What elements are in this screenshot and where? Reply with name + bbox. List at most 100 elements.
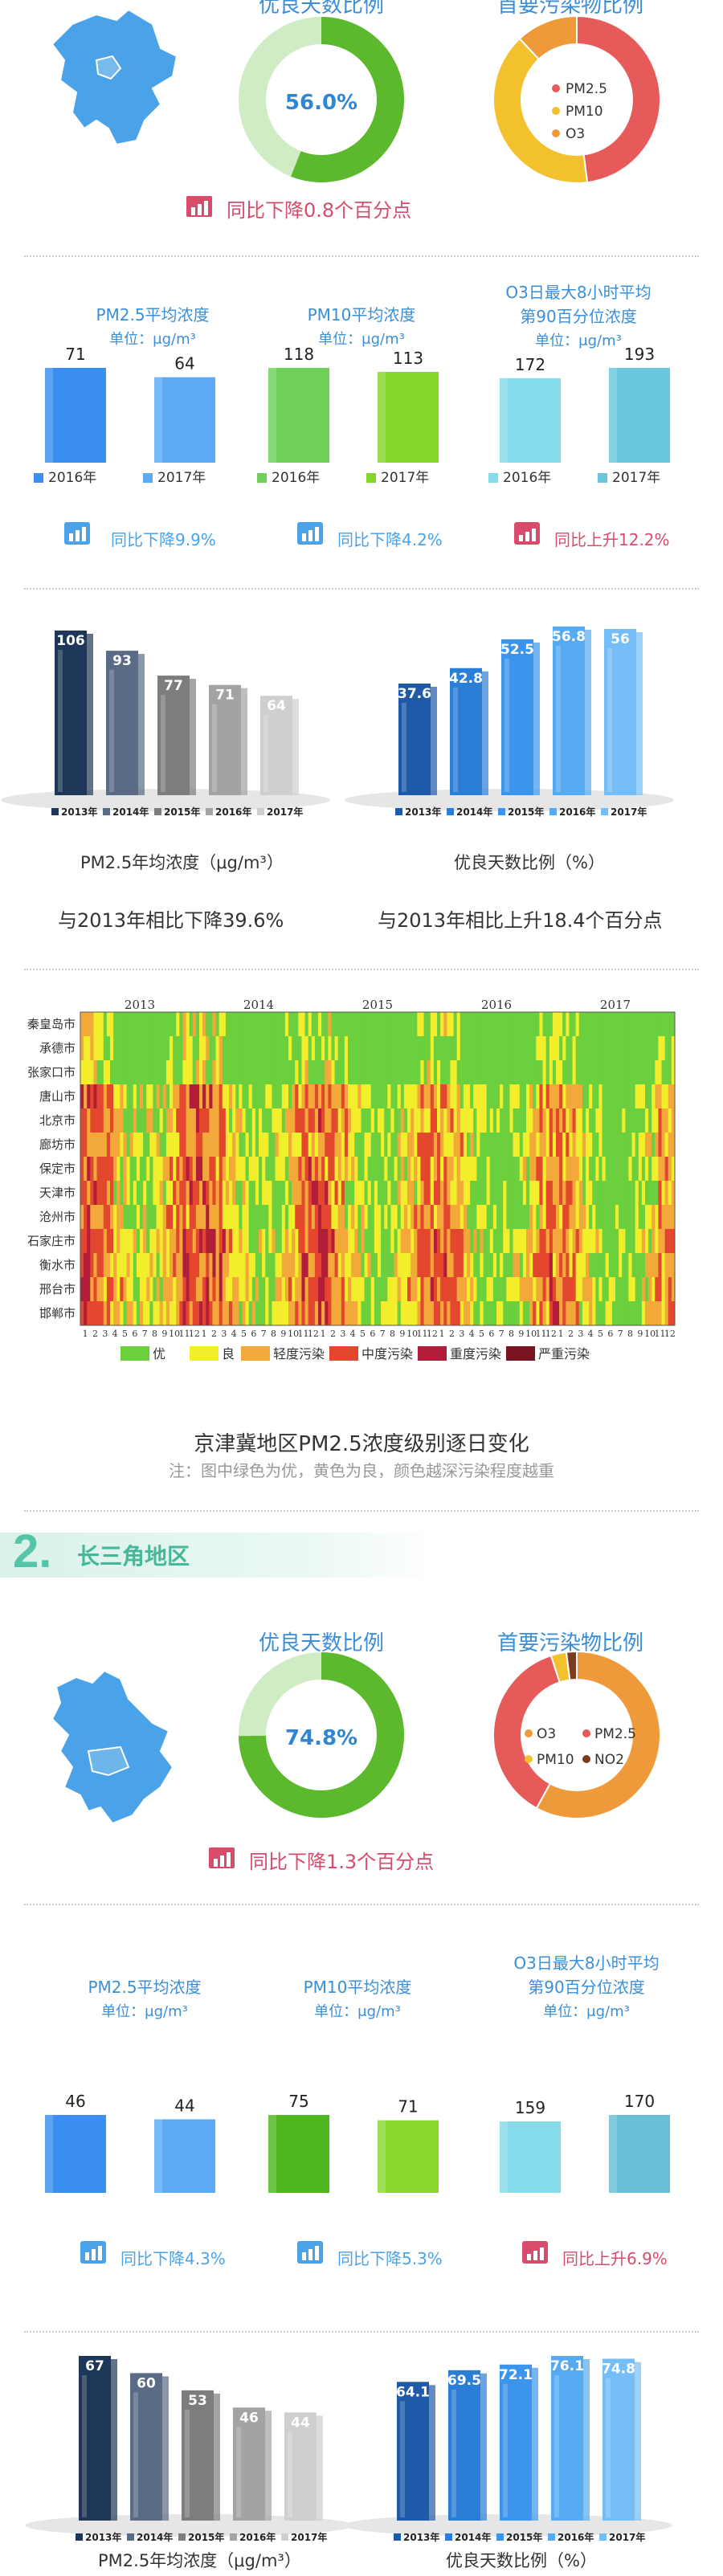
heatmap-cell: [272, 1229, 276, 1253]
heatmap-cell: [354, 1084, 358, 1108]
heatmap-month-label: 3: [578, 1329, 583, 1339]
heatmap-cell: [460, 1229, 464, 1253]
trend-label-box: [285, 2414, 316, 2432]
heatmap-city-label: 石家庄市: [27, 1234, 76, 1248]
heatmap-month-label: 6: [132, 1329, 137, 1339]
heatmap-cell: [578, 1181, 583, 1205]
kpi-bar-value: 193: [624, 345, 655, 364]
heatmap-cell: [586, 1229, 590, 1253]
heatmap-cell: [308, 1229, 312, 1253]
heatmap-cell: [470, 1084, 474, 1108]
heatmap-cell: [545, 1157, 550, 1181]
heatmap-cell: [206, 1229, 210, 1253]
kpi-bar: [45, 368, 106, 463]
heatmap-cell: [403, 1277, 408, 1301]
heatmap-cell: [143, 1108, 147, 1133]
heatmap-month-label: 9: [637, 1329, 643, 1339]
heatmap-cell: [403, 1060, 408, 1084]
heatmap-cell: [440, 1108, 444, 1133]
heatmap-cell: [100, 1301, 104, 1325]
heatmap-cell: [195, 1157, 200, 1181]
heatmap-cell: [176, 1036, 180, 1060]
heatmap-cell: [311, 1036, 316, 1060]
heatmap-cell: [562, 1108, 566, 1133]
heatmap-cell: [595, 1301, 599, 1325]
heatmap-cell: [486, 1133, 491, 1157]
heatmap-cell: [496, 1060, 500, 1084]
heatmap-cell: [242, 1253, 246, 1277]
heatmap-cell: [658, 1036, 662, 1060]
heatmap-cell: [149, 1205, 153, 1229]
kpi-bar: [268, 368, 329, 463]
heatmap-cell: [367, 1084, 372, 1108]
heatmap-cell: [304, 1277, 309, 1301]
heatmap-cell: [417, 1060, 421, 1084]
heatmap-cell: [351, 1205, 355, 1229]
heatmap-cell: [549, 1181, 553, 1205]
heatmap-cell: [496, 1181, 500, 1205]
heatmap-cell: [516, 1060, 521, 1084]
heatmap-cell: [595, 1253, 599, 1277]
heatmap-cell: [123, 1036, 127, 1060]
heatmap-cell: [403, 1012, 408, 1036]
heatmap-cell: [153, 1277, 157, 1301]
heatmap-cell: [357, 1036, 362, 1060]
heatmap-month-label: 3: [459, 1329, 464, 1339]
heatmap-cell: [381, 1157, 385, 1181]
heatmap-cell: [301, 1301, 305, 1325]
heatmap-cell: [433, 1229, 438, 1253]
heatmap-cell: [259, 1084, 263, 1108]
heatmap-cell: [503, 1133, 507, 1157]
heatmap-cell: [222, 1229, 227, 1253]
heatmap-month-label: 11: [298, 1329, 309, 1339]
heatmap-cell: [136, 1036, 141, 1060]
heatmap-cell: [245, 1277, 250, 1301]
heatmap-cell: [394, 1133, 398, 1157]
heatmap-cell: [602, 1205, 607, 1229]
heatmap-cell: [470, 1133, 474, 1157]
heatmap-cell: [308, 1133, 312, 1157]
heatmap-cell: [615, 1133, 619, 1157]
heatmap-cell: [542, 1060, 547, 1084]
heatmap-cell: [292, 1277, 296, 1301]
heatmap-cell: [149, 1012, 153, 1036]
heatmap-cell: [592, 1301, 596, 1325]
heatmap-cell: [229, 1036, 233, 1060]
heatmap-cell: [450, 1253, 454, 1277]
heatmap-cell: [509, 1133, 513, 1157]
heatmap-cell: [394, 1205, 398, 1229]
heatmap-cell: [311, 1157, 316, 1181]
heatmap-cell: [195, 1181, 200, 1205]
heatmap-cell: [298, 1012, 302, 1036]
heatmap-cell: [443, 1205, 447, 1229]
heatmap-cell: [500, 1229, 504, 1253]
heatmap-month-label: 3: [102, 1329, 108, 1339]
heatmap-cell: [212, 1157, 216, 1181]
heatmap-cell: [635, 1084, 639, 1108]
heatmap-cell: [156, 1012, 161, 1036]
divider: [24, 969, 699, 970]
heatmap-cell: [222, 1181, 227, 1205]
heatmap-cell: [344, 1012, 349, 1036]
heatmap-cell: [664, 1133, 669, 1157]
heatmap-cell: [120, 1229, 124, 1253]
heatmap-cell: [348, 1133, 352, 1157]
heatmap-cell: [427, 1205, 431, 1229]
heatmap-cell: [569, 1301, 573, 1325]
heatmap-cell: [314, 1205, 319, 1229]
heatmap-cell: [598, 1012, 602, 1036]
heatmap-cell: [496, 1229, 500, 1253]
heatmap-cell: [506, 1253, 510, 1277]
heatmap-cell: [133, 1253, 137, 1277]
kpi-bar: [500, 378, 561, 463]
heatmap-cell: [592, 1229, 596, 1253]
heatmap-cell: [212, 1133, 216, 1157]
heatmap-cell: [625, 1012, 629, 1036]
heatmap-cell: [202, 1060, 206, 1084]
heatmap-cell: [179, 1229, 183, 1253]
heatmap-cell: [209, 1012, 213, 1036]
heatmap-cell: [123, 1012, 127, 1036]
heatmap-cell: [301, 1108, 305, 1133]
heatmap-cell: [202, 1253, 206, 1277]
heatmap-cell: [182, 1133, 186, 1157]
